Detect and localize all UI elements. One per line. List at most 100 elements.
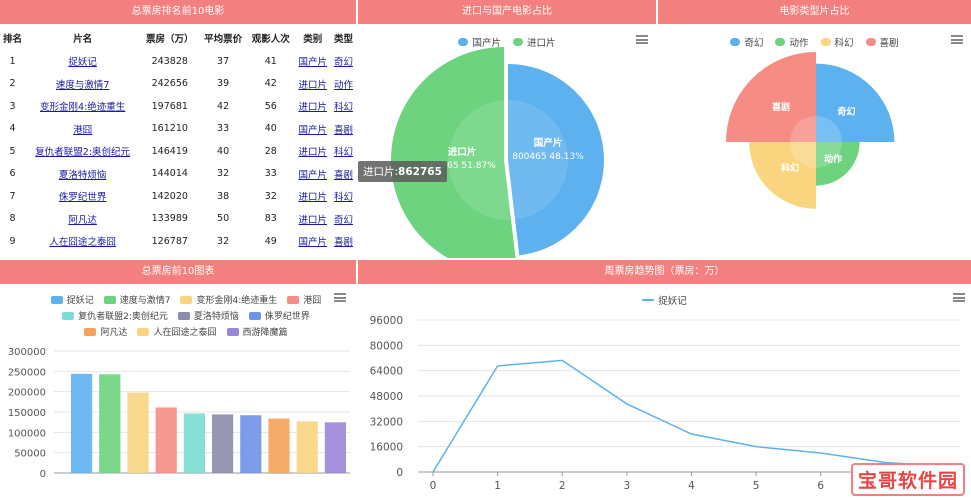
- table-cell: 喜剧: [331, 118, 356, 141]
- site-watermark: 宝哥软件园: [850, 463, 965, 496]
- movie-title-link[interactable]: 捉妖记: [68, 57, 97, 69]
- x-tick-label: 2: [559, 480, 566, 492]
- genre-link[interactable]: 科幻: [333, 192, 353, 204]
- toolbox-menu-icon[interactable]: [334, 293, 346, 302]
- table-cell: 西游降魔篇: [25, 253, 140, 259]
- y-tick-label: 64000: [370, 366, 403, 378]
- genre-link[interactable]: 喜剧: [333, 237, 353, 249]
- legend-item[interactable]: 科幻: [820, 35, 854, 49]
- toolbox-menu-icon[interactable]: [636, 35, 648, 44]
- genre-link[interactable]: 科幻: [333, 147, 353, 159]
- movie-title-link[interactable]: 人在囧途之泰囧: [49, 237, 116, 249]
- category-link[interactable]: 进口片: [298, 214, 327, 226]
- genre-link[interactable]: 奇幻: [333, 57, 353, 69]
- rose-slice[interactable]: [816, 63, 895, 142]
- category-link[interactable]: 国产片: [298, 237, 327, 249]
- legend-item[interactable]: 侏罗纪世界: [248, 309, 310, 322]
- legend-item[interactable]: 阿凡达: [84, 325, 127, 338]
- genre-link[interactable]: 动作: [333, 79, 353, 91]
- movie-title-link[interactable]: 变形金刚4:绝迹重生: [40, 102, 126, 114]
- table-cell: 科幻: [331, 95, 356, 118]
- legend-line-swatch: [642, 299, 655, 301]
- legend-item[interactable]: 速度与激情7: [103, 293, 170, 306]
- legend-item[interactable]: 动作: [775, 35, 809, 49]
- import-pie-title: 进口与国产电影占比: [358, 0, 656, 24]
- legend-swatch: [180, 295, 193, 304]
- movie-title-link[interactable]: 复仇者联盟2:奥创纪元: [35, 147, 131, 159]
- legend-item[interactable]: 变形金刚4:绝迹重生: [180, 293, 277, 306]
- movie-title-link[interactable]: 侏罗纪世界: [58, 192, 107, 204]
- category-link[interactable]: 进口片: [298, 102, 327, 114]
- legend-item[interactable]: 西游降魔篇: [226, 325, 288, 338]
- table-cell: 奇幻: [331, 50, 356, 73]
- bar[interactable]: [183, 413, 205, 473]
- slice-label-value: 862765 51.87%: [424, 161, 496, 171]
- legend-item[interactable]: 喜剧: [865, 35, 899, 49]
- line-chart[interactable]: 0160003200048000640008000096000012345678: [358, 260, 971, 500]
- legend-swatch: [458, 38, 469, 46]
- category-link[interactable]: 国产片: [298, 169, 327, 181]
- legend-item[interactable]: 复仇者联盟2:奥创纪元: [62, 309, 168, 322]
- genre-link[interactable]: 奇幻: [333, 214, 353, 226]
- table-cell: 7: [9, 190, 16, 202]
- legend-item-import[interactable]: 进口片: [513, 35, 556, 49]
- legend-item[interactable]: 人在囧途之泰囧: [137, 325, 217, 338]
- table-cell: 144014: [151, 168, 188, 180]
- bar[interactable]: [127, 392, 149, 473]
- table-cell: 3: [9, 100, 16, 112]
- genre-link[interactable]: 喜剧: [333, 169, 353, 181]
- toolbox-menu-icon[interactable]: [951, 35, 963, 44]
- legend-item-series[interactable]: 捉妖记: [642, 293, 687, 307]
- table-cell: 喜剧: [331, 230, 356, 253]
- legend-item[interactable]: 港囧: [287, 293, 321, 306]
- rose-slice-label: 奇幻: [837, 106, 855, 118]
- legend-item[interactable]: 捉妖记: [50, 293, 94, 306]
- import-pie-chart[interactable]: 国产片 800465 48.13% 进口片 862765 51.87%: [358, 24, 656, 258]
- pie-slice-import[interactable]: [391, 47, 517, 258]
- table-cell: 243828: [151, 55, 188, 67]
- category-link[interactable]: 进口片: [298, 192, 327, 204]
- bar[interactable]: [268, 418, 290, 473]
- table-cell: 40: [247, 253, 295, 259]
- table-row: 4 港囧 161210 33 40 国产片 喜剧: [0, 118, 356, 141]
- legend-swatch: [177, 311, 190, 320]
- legend-swatch: [248, 311, 261, 320]
- table-cell: 进口片: [295, 73, 331, 96]
- genre-link[interactable]: 喜剧: [333, 124, 353, 136]
- legend-swatch: [84, 327, 97, 336]
- table-row: 10西游降魔篇1246264040国产片奇幻: [0, 253, 356, 259]
- rose-slice[interactable]: [816, 142, 860, 186]
- legend-item[interactable]: 夏洛特烦恼: [177, 309, 239, 322]
- import-pie-legend: 国产片 进口片: [358, 35, 656, 49]
- bar[interactable]: [99, 374, 121, 473]
- movie-title-link[interactable]: 港囧: [73, 124, 93, 136]
- toolbox-menu-icon[interactable]: [953, 293, 965, 302]
- legend-item[interactable]: 奇幻: [730, 35, 763, 49]
- series-line[interactable]: [432, 359, 951, 473]
- table-cell: 国产片: [295, 118, 331, 141]
- rose-slice[interactable]: [749, 142, 816, 209]
- rose-slice[interactable]: [726, 52, 816, 142]
- movie-title-link[interactable]: 速度与激情7: [55, 79, 110, 91]
- bar[interactable]: [212, 414, 234, 473]
- bar[interactable]: [324, 422, 346, 473]
- bar[interactable]: [240, 415, 262, 473]
- movie-title-link[interactable]: 阿凡达: [68, 214, 97, 226]
- x-tick-label: 6: [817, 480, 824, 492]
- bar-chart-panel: 总票房前10图表 捉妖记 速度与激情7 变形金刚4:绝迹重生 港囧 复仇者联盟2:奥创纪…: [0, 260, 356, 500]
- bar[interactable]: [71, 373, 93, 473]
- category-link[interactable]: 进口片: [298, 79, 327, 91]
- category-link[interactable]: 进口片: [298, 147, 327, 159]
- genre-link[interactable]: 科幻: [333, 102, 353, 114]
- bar[interactable]: [296, 421, 318, 473]
- legend-item-domestic[interactable]: 国产片: [458, 35, 501, 49]
- movie-title-link[interactable]: 夏洛特烦恼: [58, 169, 107, 181]
- pie-slice-domestic[interactable]: [508, 64, 604, 256]
- category-link[interactable]: 国产片: [298, 57, 327, 69]
- bar-chart[interactable]: 0 50000 100000 150000 200000 250000 300000: [0, 260, 356, 500]
- category-link[interactable]: 国产片: [298, 124, 327, 136]
- bar[interactable]: [155, 407, 177, 473]
- table-cell: 242656: [151, 78, 188, 90]
- table-row: 2 速度与激情7 242656 39 42 进口片 动作: [0, 73, 356, 96]
